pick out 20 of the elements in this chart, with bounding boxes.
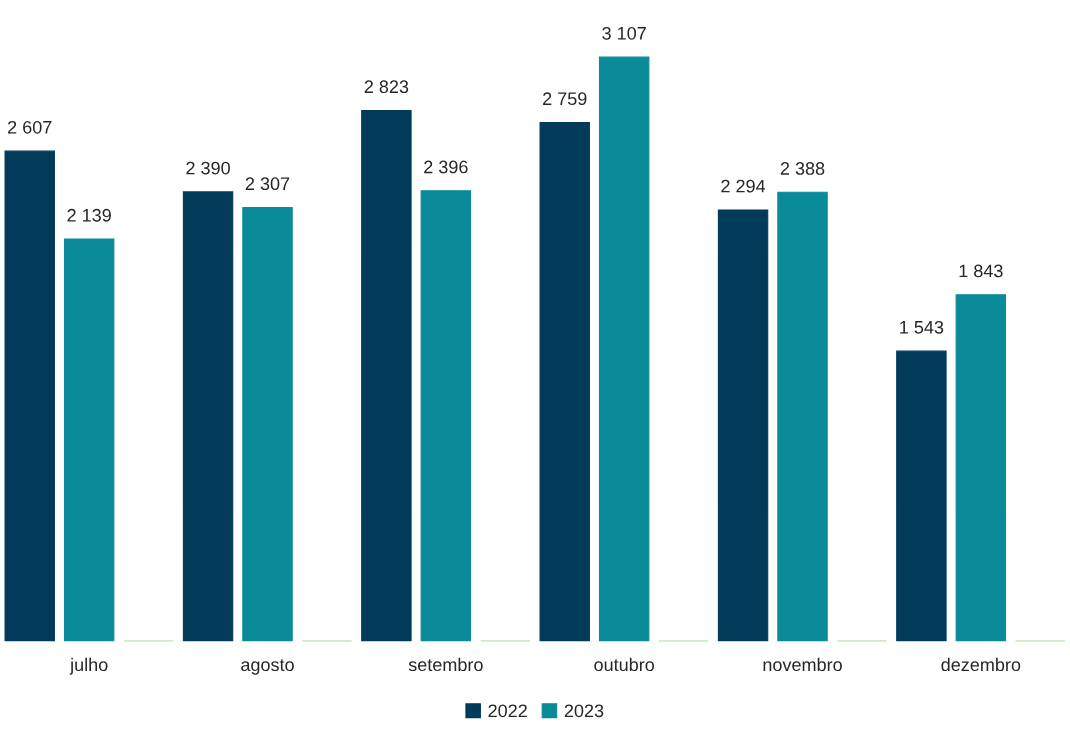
x-tick-label: dezembro bbox=[941, 657, 1021, 672]
x-tick-label: julho bbox=[69, 657, 108, 675]
data-label: 2 390 bbox=[186, 161, 230, 175]
data-label: 2 396 bbox=[424, 160, 468, 174]
legend-label: 2022 bbox=[488, 704, 527, 718]
data-label: 2 759 bbox=[543, 92, 587, 106]
data-label: 3 107 bbox=[602, 26, 646, 40]
x-tick-label: outubro bbox=[594, 657, 655, 672]
data-label: 2 607 bbox=[8, 120, 52, 134]
x-tick-label: setembro bbox=[408, 657, 483, 672]
data-label: 1 843 bbox=[959, 264, 1003, 278]
data-label: 2 823 bbox=[364, 80, 409, 94]
x-tick-label: novembro bbox=[763, 657, 842, 672]
data-label: 2 294 bbox=[721, 179, 766, 193]
data-label: 2 307 bbox=[245, 177, 290, 191]
data-label: 2 139 bbox=[67, 208, 111, 222]
x-tick-label: agosto bbox=[241, 659, 294, 675]
data-label: 2 388 bbox=[780, 162, 825, 175]
legend-label: 2023 bbox=[564, 704, 604, 718]
data-label: 1 543 bbox=[900, 320, 944, 334]
